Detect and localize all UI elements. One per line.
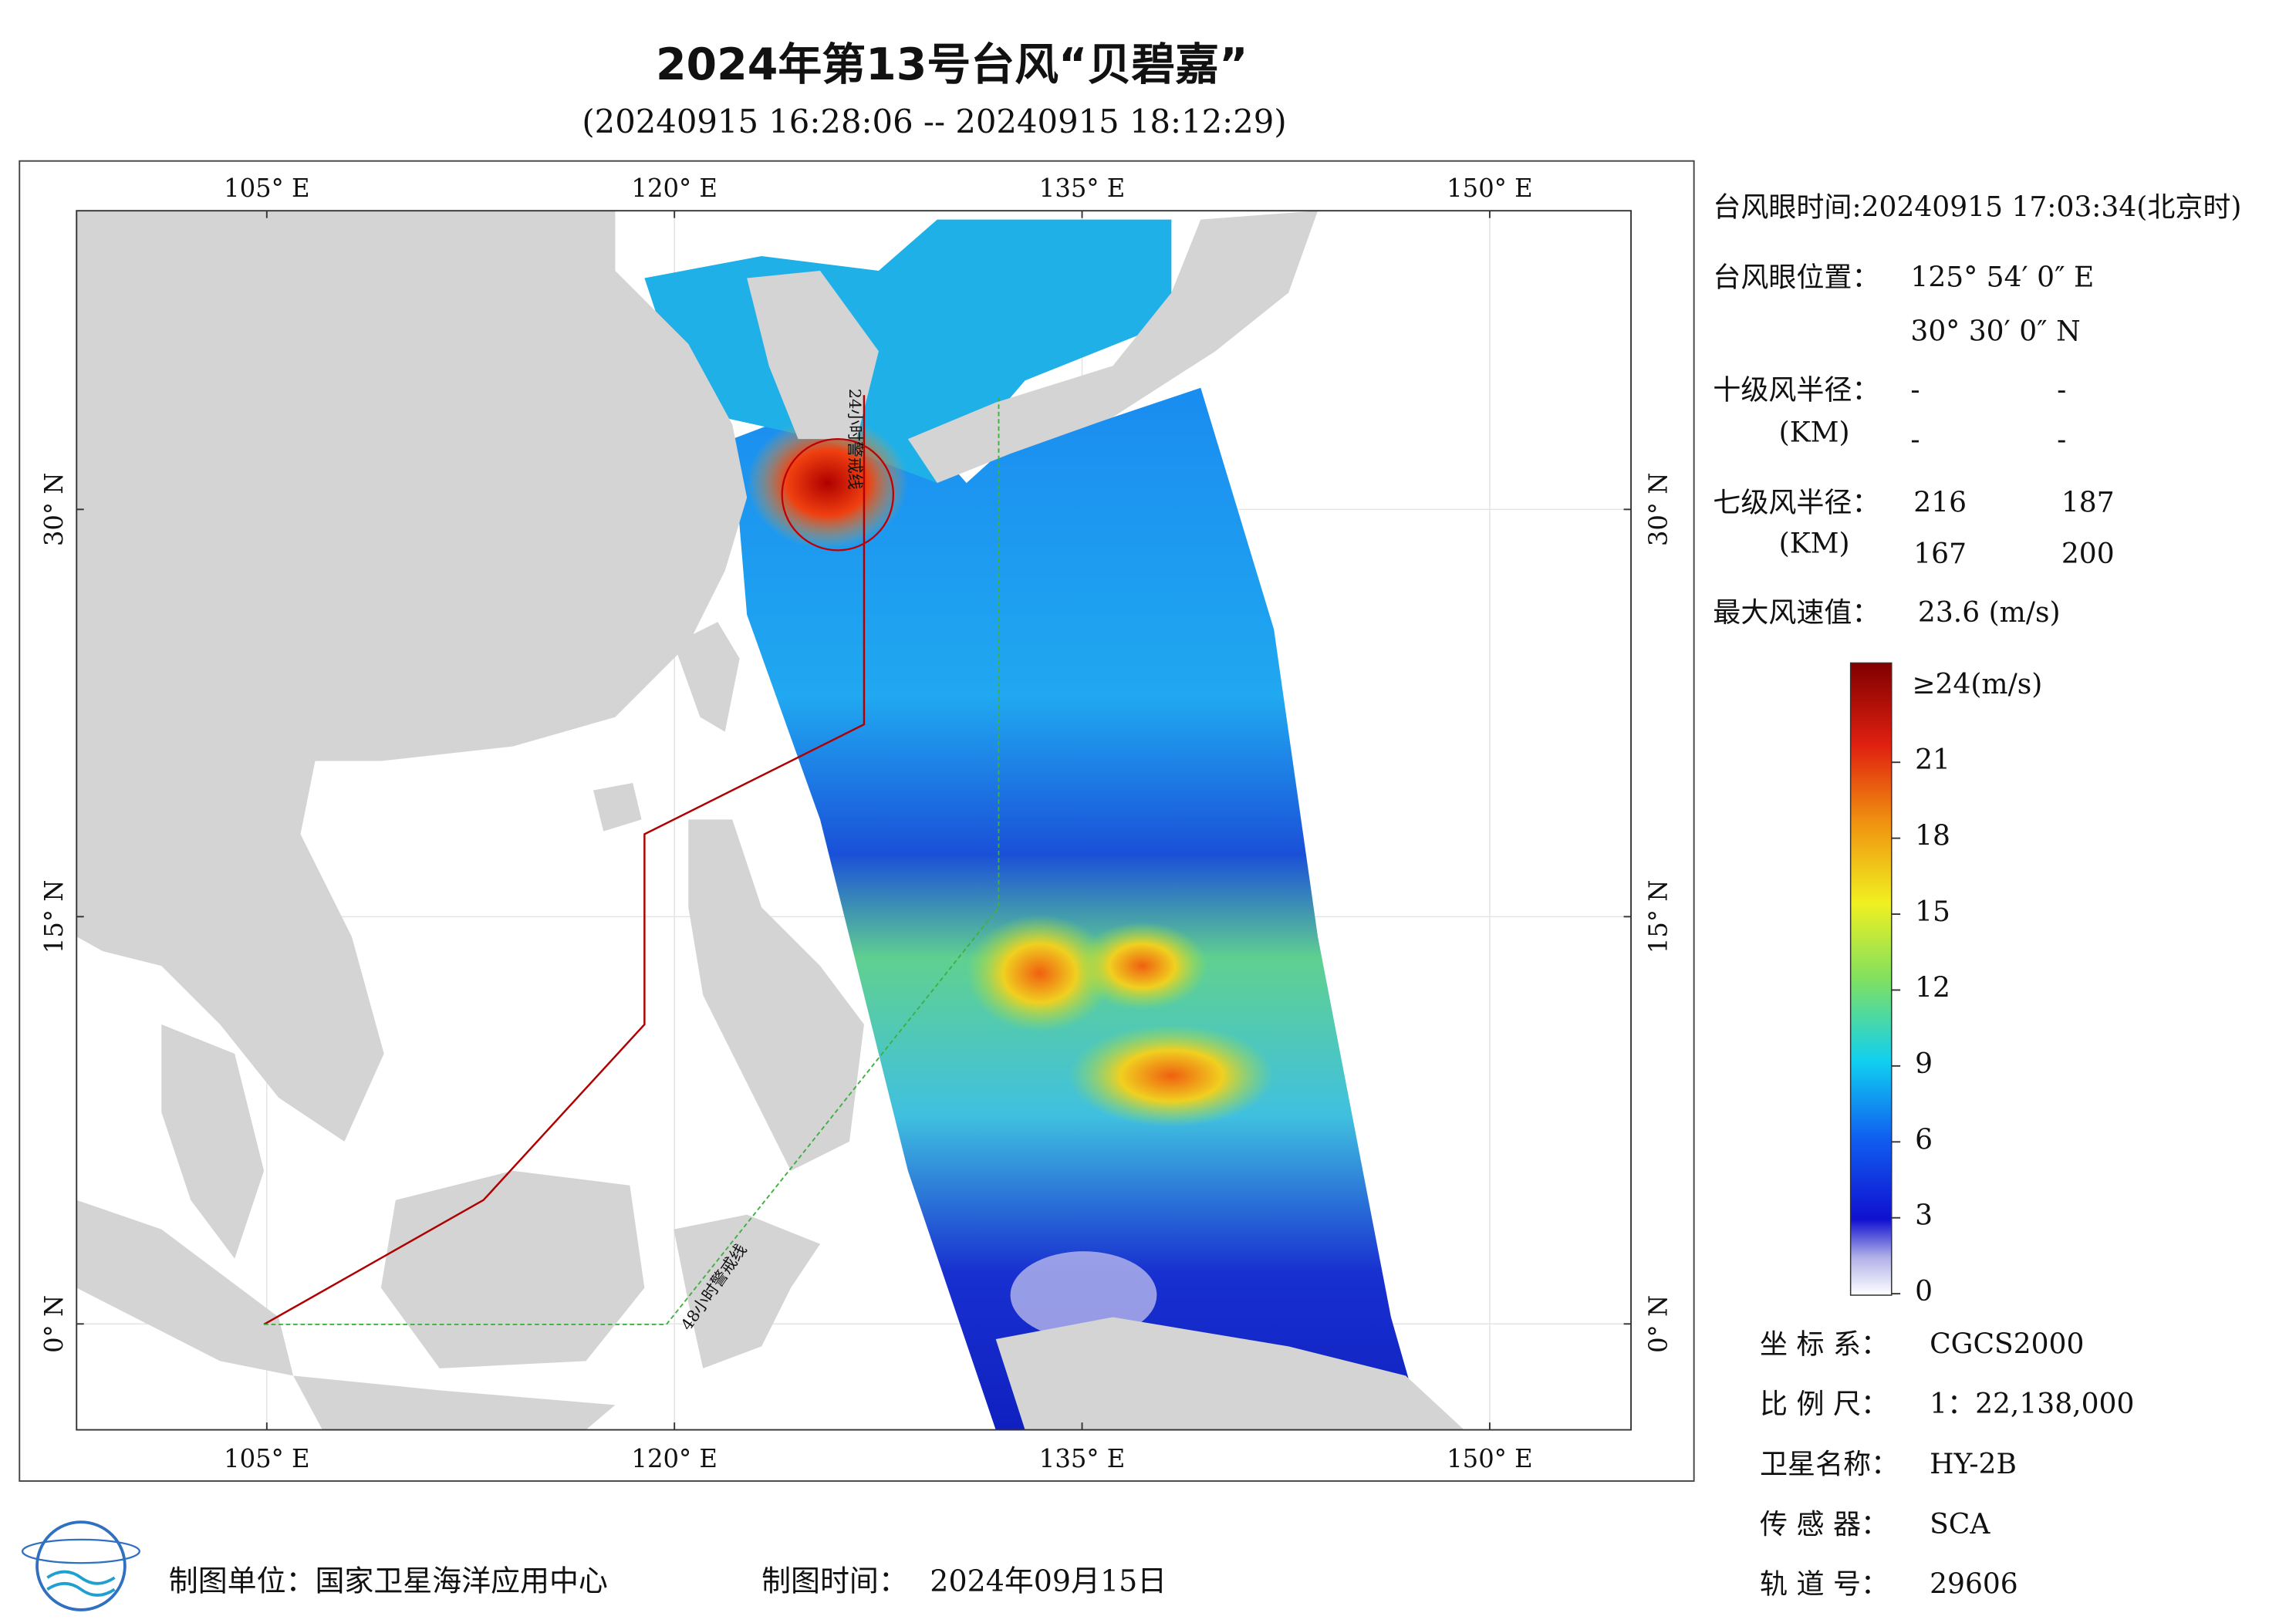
eye-time: 台风眼时间:20240915 17:03:34(北京时) [1713, 191, 2241, 223]
lon-tick-label: 135° E [1039, 174, 1125, 203]
colorbar-tick-label: 21 [1915, 744, 1950, 776]
eye-lat: 30° 30′ 0″ N [1910, 316, 2080, 348]
radius7-value: 167 [1913, 538, 1967, 570]
high-wind [966, 914, 1113, 1032]
title: 2024年第13号台风“贝碧嘉” [656, 39, 1248, 90]
colorbar-tick-label: 0 [1915, 1276, 1933, 1308]
colorbar-tick-label: 6 [1915, 1124, 1933, 1156]
meta-value: 29606 [1930, 1569, 2018, 1601]
lon-tick-label: 120° E [631, 1444, 717, 1473]
colorbar-tick-label: 3 [1915, 1200, 1933, 1232]
lon-tick-label: 150° E [1447, 1444, 1532, 1473]
meta-label: 比 例 尺： [1760, 1388, 1889, 1420]
radius7-label: 七级风半径： [1713, 488, 1879, 519]
radius7-value: 200 [2061, 538, 2115, 570]
colorbar-tick-label: 12 [1915, 972, 1950, 1004]
eye-lon: 125° 54′ 0″ E [1910, 262, 2094, 293]
lat-tick-label: 0° N [1644, 1295, 1673, 1353]
lat-tick-label: 30° N [39, 473, 69, 547]
radius10-unit: (KM) [1779, 417, 1850, 448]
radius7-value: 187 [2061, 488, 2115, 519]
colorbar-tick-label: 9 [1915, 1048, 1933, 1080]
lat-tick-label: 30° N [1644, 473, 1673, 547]
lat-tick-label: 15° N [39, 880, 69, 954]
high-wind [1069, 1024, 1275, 1127]
wind-radius [781, 438, 895, 552]
land [76, 211, 1464, 1430]
colorbar-ticks: 0 3 6 9 12 15 18 21 ≥24(m/s) [1891, 669, 2042, 1308]
meta-label: 轨 道 号： [1760, 1569, 1889, 1601]
swath [732, 383, 1423, 1430]
lon-tick-label: 105° E [224, 1444, 309, 1473]
footer-unit: 制图单位：国家卫星海洋应用中心 [169, 1564, 608, 1598]
typhoon-core [747, 417, 908, 549]
radius10-value: - [1910, 374, 1920, 406]
map-frame [76, 210, 1633, 1431]
meta-value: 1：22,138,000 [1930, 1388, 2134, 1420]
footer-time-label: 制图时间： [761, 1564, 908, 1598]
map-ticks: 105° E 105° E 120° E 120° E 135° E 135° E 150°… [39, 174, 1673, 1473]
lon-tick-label: 105° E [224, 174, 309, 203]
radius10-value: - [1910, 424, 1920, 456]
eye-position-label: 台风眼位置： [1713, 262, 1879, 293]
map-area: 24小时警戒线 48小时警戒线 [76, 211, 1632, 1430]
lon-tick-label: 150° E [1447, 174, 1532, 203]
low-wind [1010, 1251, 1157, 1339]
meta-value: HY-2B [1930, 1449, 2017, 1480]
warning-line-48h [264, 398, 1000, 1325]
radius10-value: - [2057, 424, 2066, 456]
radius10-label: 十级风半径： [1713, 374, 1879, 406]
meta-value: SCA [1930, 1509, 1990, 1540]
colorbar-max-label: ≥24(m/s) [1912, 669, 2042, 700]
warning-line-24h [263, 395, 866, 1326]
logo [21, 1520, 140, 1611]
colorbar-tick-label: 15 [1915, 896, 1950, 928]
colorbar [1849, 662, 1893, 1296]
high-wind [1076, 922, 1208, 1011]
max-wind-label: 最大风速值： [1713, 597, 1879, 629]
radius7-unit: (KM) [1779, 528, 1850, 560]
subtitle: (20240915 16:28:06 -- 20240915 18:12:29) [582, 103, 1286, 140]
info-panel: 台风眼时间:20240915 17:03:34(北京时) 台风眼位置： 125°… [1713, 191, 2241, 629]
meta-label: 传 感 器： [1760, 1509, 1889, 1540]
footer-time-value: 2024年09月15日 [930, 1564, 1167, 1598]
meta-value: CGCS2000 [1930, 1328, 2084, 1360]
lat-tick-label: 15° N [1644, 880, 1673, 954]
radius10-value: - [2057, 374, 2066, 406]
warning-24h-label: 24小时警戒线 [846, 389, 864, 490]
radius7-value: 216 [1913, 488, 1967, 519]
lon-tick-label: 120° E [631, 174, 717, 203]
colorbar-tick-label: 18 [1915, 821, 1950, 852]
metadata: 坐 标 系： CGCS2000 比 例 尺： 1：22,138,000 卫星名称： HY-… [1760, 1328, 2134, 1600]
lon-tick-label: 135° E [1039, 1444, 1125, 1473]
meta-label: 卫星名称： [1760, 1449, 1899, 1480]
max-wind-value: 23.6 (m/s) [1918, 597, 2061, 629]
meta-label: 坐 标 系： [1760, 1328, 1889, 1360]
lat-tick-label: 0° N [39, 1295, 69, 1353]
